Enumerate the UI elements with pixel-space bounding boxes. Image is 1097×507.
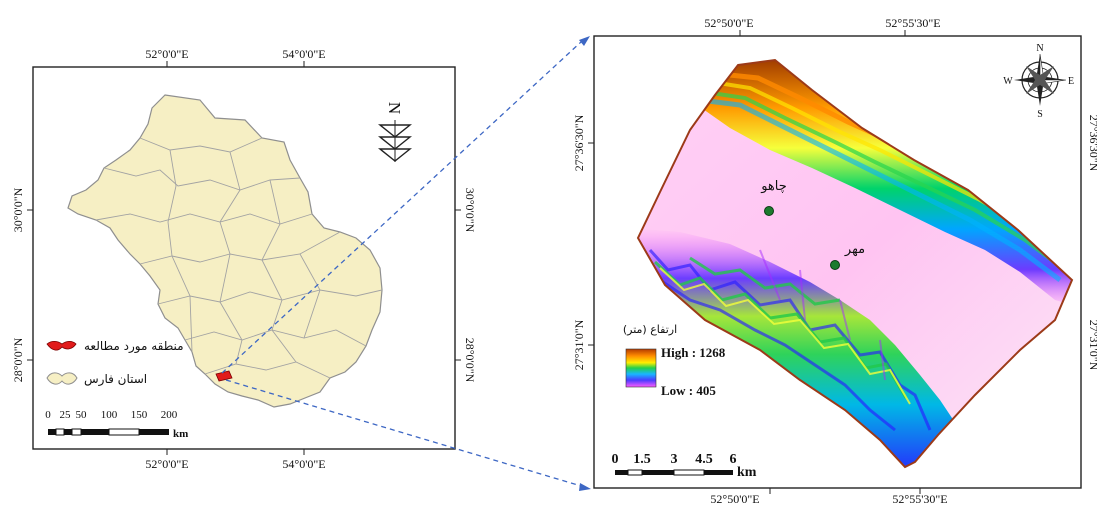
bottom-tick-label-1: 52°0'0"E [145, 457, 188, 471]
scale-label-0: 0 [45, 409, 51, 421]
scale-unit: km [173, 428, 188, 440]
elevation-legend-low: Low : 405 [661, 383, 716, 398]
north-arrow-icon: N [378, 102, 412, 162]
dem-scale-label-1: 1.5 [633, 452, 651, 467]
scale-label-200: 200 [161, 409, 178, 421]
compass-n-label: N [1036, 43, 1043, 54]
province-map-panel: 52°0'0"E 54°0'0"E 52°0'0"E 54°0'0"E 30°0… [11, 47, 477, 471]
left-tick-label-1: 30°0'0"N [11, 187, 25, 232]
location-point-chaho: چاهو [760, 179, 787, 216]
compass-e-label: E [1068, 76, 1074, 87]
location-point-mehr: مهر [830, 242, 865, 270]
scale-label-150: 150 [131, 409, 148, 421]
top-tick-label-2: 54°0'0"E [282, 47, 325, 61]
dem-scale-label-4: 6 [730, 452, 737, 467]
elevation-legend-title: ارتفاع (متر) [623, 323, 677, 336]
dem-scale-bar: 0 1.5 3 4.5 6 km [612, 452, 757, 480]
dem-scale-label-2: 3 [671, 452, 678, 467]
scale-label-25: 25 [60, 409, 72, 421]
connector-arrow-bottom [579, 483, 591, 491]
elevation-legend-ramp [625, 348, 657, 388]
dem-scale-label-3: 4.5 [695, 452, 713, 467]
left-tick-label-2: 28°0'0"N [11, 337, 25, 382]
dem-map-panel: 52°50'0"E 52°55'30"E 52°50'0"E 52°55'30"… [572, 16, 1097, 506]
study-area-legend-swatch [46, 340, 77, 351]
scale-label-100: 100 [101, 409, 118, 421]
connector-arrow-top [579, 36, 590, 46]
dem-scale-unit: km [737, 465, 757, 480]
study-area-legend-label: منطقه مورد مطالعه [84, 339, 184, 354]
province-legend-swatch [46, 372, 78, 385]
dem-top-tick-label-2: 52°55'30"E [885, 16, 940, 30]
dem-left-tick-label-1: 27°36'30"N [572, 114, 586, 171]
province-legend: منطقه مورد مطالعه استان فارس [46, 339, 184, 387]
bottom-tick-label-2: 54°0'0"E [282, 457, 325, 471]
compass-w-label: W [1003, 76, 1013, 87]
inset-connectors [221, 41, 582, 487]
province-scale-bar: 0 25 50 100 150 200 km [45, 409, 188, 440]
top-tick-label-1: 52°0'0"E [145, 47, 188, 61]
dem-bottom-tick-label-2: 52°55'30"E [892, 492, 947, 506]
right-tick-label-2: 28°0'0"N [463, 338, 477, 383]
compass-rose-icon: N S E W [1003, 43, 1074, 120]
dem-left-tick-label-2: 27°31'0"N [572, 319, 586, 370]
study-area-boundary [636, 58, 1074, 469]
location-label-chaho: چاهو [760, 179, 787, 194]
north-arrow-label: N [385, 102, 404, 114]
dem-right-tick-label-2: 27°31'0"N [1087, 320, 1097, 371]
province-legend-label: استان فارس [84, 372, 147, 387]
scale-label-50: 50 [76, 409, 88, 421]
study-area-marker [215, 370, 233, 382]
dem-top-tick-label-1: 52°50'0"E [704, 16, 753, 30]
elevation-legend-high: High : 1268 [661, 345, 726, 360]
dem-bottom-tick-label-1: 52°50'0"E [710, 492, 759, 506]
compass-s-label: S [1037, 109, 1043, 120]
dem-right-tick-label-1: 27°36'30"N [1087, 115, 1097, 172]
dem-scale-label-0: 0 [612, 452, 619, 467]
elevation-legend: ارتفاع (متر) High : 1268 Low : 405 [623, 323, 726, 398]
right-tick-label-1: 30°0'0"N [463, 188, 477, 233]
location-label-mehr: مهر [844, 242, 865, 257]
